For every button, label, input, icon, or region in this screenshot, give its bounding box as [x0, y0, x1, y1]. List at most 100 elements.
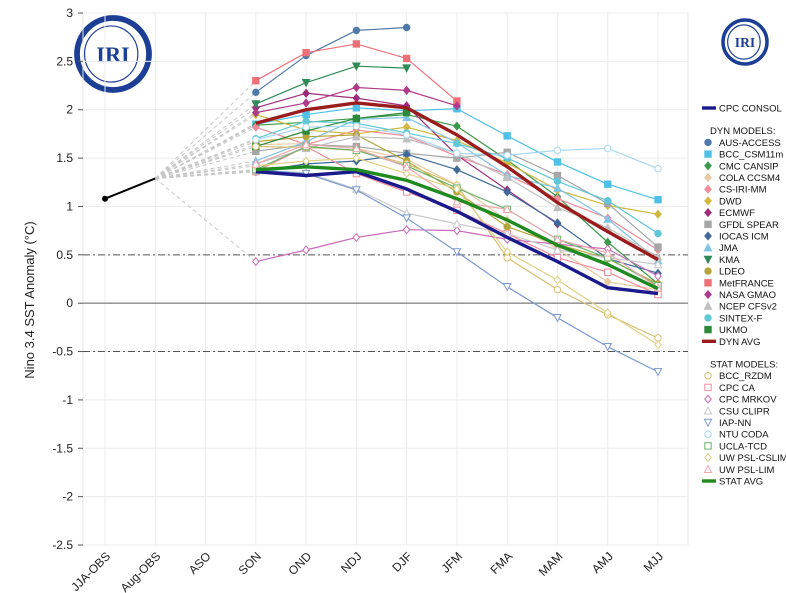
legend-marker — [704, 430, 712, 438]
data-point-bcc-csm11m — [553, 158, 562, 166]
data-point-uw-psl-cslim — [352, 153, 361, 163]
data-point-csu-clipr — [452, 219, 462, 228]
data-point-bcc-csm11m — [302, 110, 310, 119]
legend-marker — [703, 301, 713, 310]
data-point-iap-nn — [603, 343, 613, 352]
legend-item-ntu-coda: NTU CODA — [704, 430, 769, 441]
legend-marker — [704, 394, 712, 404]
reference-lines — [83, 254, 688, 353]
data-point-ntu-coda — [503, 151, 511, 159]
data-point-gfdl-spear — [654, 243, 662, 251]
data-point-jma — [553, 183, 562, 192]
x-axis-ticks: JJA-OBS Aug-OBS ASO SON OND NDJ DJF JFM FMA MAM AM… — [68, 549, 666, 593]
data-point-uw-psl-lim — [351, 143, 361, 153]
data-point-ntu-coda — [453, 149, 461, 157]
legend-label: UW PSL-CSLIM — [719, 453, 786, 464]
data-point-ntu-coda — [553, 146, 562, 155]
data-point-uw-psl-cslim — [453, 184, 461, 194]
data-point-cola-ccsm4 — [603, 277, 612, 287]
data-point-iap-nn — [653, 368, 663, 377]
legend-marker — [704, 138, 712, 147]
y-tick-label: -0.5 — [52, 345, 73, 359]
legend-marker — [704, 196, 712, 206]
connector-nasa-gmao — [154, 112, 257, 179]
data-point-uw-psl-lim — [251, 159, 261, 168]
logo-inner-ring — [727, 24, 761, 60]
data-point-aus-access — [252, 88, 260, 97]
data-point-uw-psl-lim — [301, 139, 311, 149]
data-point-ncep-cfsv2 — [351, 132, 361, 141]
series-dyn-avg — [255, 101, 659, 262]
plot-border — [82, 12, 689, 546]
legend-item-csu-clipr: CSU CLIPR — [703, 406, 770, 417]
data-point-iap-nn — [553, 313, 562, 323]
connector-cpc-mrkov — [154, 178, 257, 262]
y-tick-label: 2 — [66, 103, 73, 117]
data-point-dwd — [654, 209, 662, 219]
data-point-ecmwf — [352, 93, 361, 103]
legend-item-ukmo: UKMO — [704, 325, 748, 336]
data-point-uw-psl-lim — [402, 162, 412, 171]
legend-item-nasa-gmao: NASA GMAO — [704, 289, 776, 301]
legend-label: UCLA-TCD — [719, 441, 767, 452]
x-tick-label: NDJ — [338, 549, 364, 575]
data-point-ntu-coda — [252, 136, 260, 144]
legend-label: BCC_RZDM — [719, 371, 772, 382]
connector-cs-iri-mm — [155, 126, 257, 179]
series-line-stat-avg — [255, 165, 659, 291]
data-point-iocas-icm — [553, 218, 562, 228]
legend-label: STAT AVG — [719, 477, 763, 488]
connector-uw-psl-lim — [155, 163, 256, 179]
data-point-metfrance — [402, 54, 411, 63]
data-point-kma — [251, 100, 261, 109]
legend-marker — [704, 231, 712, 241]
data-point-iap-nn — [452, 248, 462, 257]
connector-dwd — [155, 114, 257, 179]
data-point-kma — [351, 62, 361, 71]
data-point-kma — [402, 64, 412, 73]
data-point-bcc-csm11m — [503, 132, 511, 140]
legend-label: NCEP CFSv2 — [719, 302, 777, 313]
legend-label: CPC MRKOV — [719, 395, 777, 406]
legend-item-ldeo: LDEO — [704, 267, 745, 278]
legend-marker — [704, 267, 712, 275]
y-axis-ticks: 3 2.5 2 1.5 1 0.5 0 -0.5 -1 -1.5 -2 -2.5 — [52, 6, 83, 552]
x-tick-label: JFM — [439, 549, 465, 575]
iri-logo-right: IRI — [721, 18, 769, 66]
data-point-kma — [301, 78, 311, 88]
data-point-cs-iri-mm — [251, 122, 260, 132]
x-tick-label: MJJ — [641, 549, 666, 574]
data-point-ecmwf — [302, 88, 310, 98]
legend-label: CPC CONSOL — [719, 104, 782, 115]
legend-item-ncep-cfsv2: NCEP CFSv2 — [703, 301, 777, 313]
y-axis-label: Nino 3.4 SST Anomaly (°C) — [22, 221, 37, 378]
series-metfrance — [252, 40, 461, 105]
legend-marker — [704, 383, 712, 392]
data-point-bcc-csm11m — [654, 195, 662, 204]
legend-label: CMC CANSIP — [719, 161, 779, 172]
data-point-bcc-rzdm — [553, 285, 562, 294]
series-kma — [251, 62, 412, 109]
legend-label: MetFRANCE — [719, 278, 774, 289]
data-point-cpc-mrkov — [251, 257, 260, 267]
y-tick-label: 1 — [66, 199, 73, 213]
series-ntu-coda — [252, 122, 662, 173]
series-line-kma — [255, 65, 407, 105]
y-tick-label: -1 — [62, 393, 73, 407]
logo-text: IRI — [735, 35, 755, 50]
legend-label: SINTEX-F — [719, 313, 762, 324]
legend-marker — [704, 453, 712, 463]
data-point-nasa-gmao — [453, 101, 461, 111]
data-point-aus-access — [402, 23, 411, 32]
data-point-ncep-cfsv2 — [553, 202, 562, 212]
data-point-uw-psl-cslim — [302, 156, 310, 166]
connector-ntu-coda — [155, 139, 256, 179]
legend-label: NTU CODA — [719, 430, 769, 441]
legend-marker — [704, 161, 712, 171]
legend-label: GFDL SPEAR — [719, 220, 779, 231]
x-tick-label: Aug-OBS — [118, 549, 164, 593]
data-point-uw-psl-cslim — [654, 340, 662, 350]
logo-text: IRI — [96, 42, 129, 67]
data-point-ncep-cfsv2 — [502, 172, 512, 182]
